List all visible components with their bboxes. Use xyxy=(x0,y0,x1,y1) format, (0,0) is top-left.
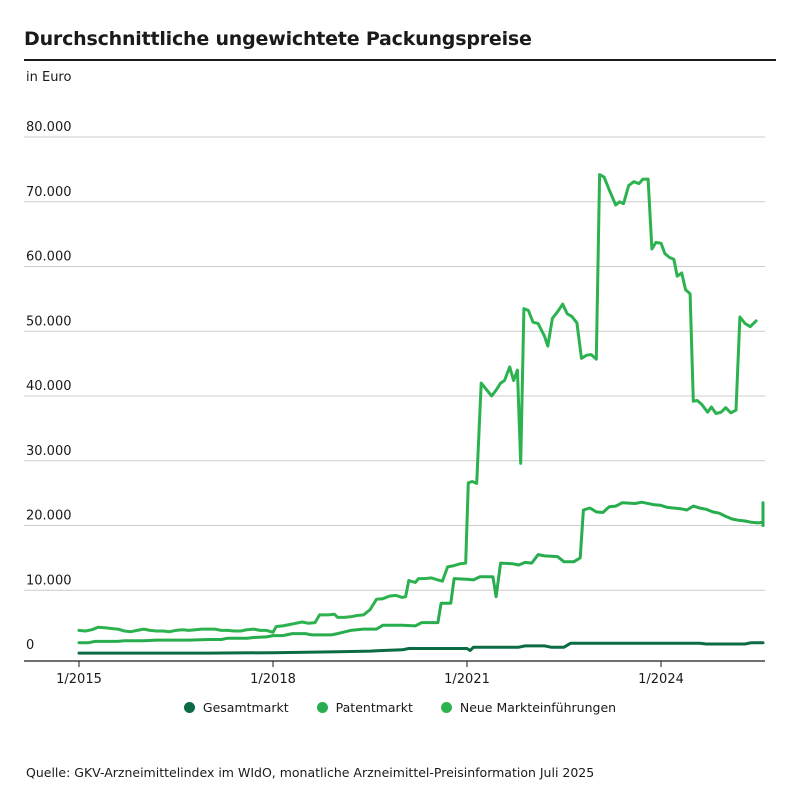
legend-dot-patentmarkt xyxy=(316,702,328,713)
y-axis-ticks: 0 10.000 20.000 30.000 40.000 50.000 60.000 70.… xyxy=(26,120,72,653)
y-tick-label: 10.000 xyxy=(26,573,72,588)
legend: Gesamtmarkt Patentmarkt Neue Markteinfüh… xyxy=(0,700,800,715)
y-tick-label: 20.000 xyxy=(26,509,72,524)
series-line-patentmarkt xyxy=(77,500,765,645)
legend-item-patentmarkt: Patentmarkt xyxy=(316,700,413,715)
legend-label-patentmarkt: Patentmarkt xyxy=(335,700,413,715)
legend-dot-neue-markteinfuehrungen xyxy=(440,702,452,713)
legend-item-neue-markteinfuehrungen: Neue Markteinführungen xyxy=(440,700,617,715)
y-tick-label: 50.000 xyxy=(26,314,72,329)
source-note: Quelle: GKV-Arzneimittelindex im WIdO, m… xyxy=(26,765,595,780)
series-lines xyxy=(77,173,765,655)
line-chart: 0 10.000 20.000 30.000 40.000 50.000 60.000 70.… xyxy=(24,120,765,687)
legend-item-gesamtmarkt: Gesamtmarkt xyxy=(183,700,289,715)
x-tick-label: 1/2015 xyxy=(56,672,102,687)
x-tick-label: 1/2021 xyxy=(444,672,490,687)
legend-label-neue-markteinfuehrungen: Neue Markteinführungen xyxy=(459,700,617,715)
y-tick-label: 40.000 xyxy=(26,379,72,394)
y-tick-label: 0 xyxy=(26,638,34,653)
y-tick-label: 70.000 xyxy=(26,185,72,200)
title-rule xyxy=(24,59,776,61)
legend-dot-gesamtmarkt xyxy=(183,702,195,713)
series-line-neue xyxy=(77,173,758,634)
grid-lines xyxy=(24,136,765,591)
series-line-gesamtmarkt xyxy=(77,641,765,655)
y-tick-label: 30.000 xyxy=(26,444,72,459)
unit-label: in Euro xyxy=(26,70,72,85)
legend-label-gesamtmarkt: Gesamtmarkt xyxy=(202,700,289,715)
x-tick-label: 1/2024 xyxy=(638,672,684,687)
y-tick-label: 60.000 xyxy=(26,250,72,265)
x-tick-label: 1/2018 xyxy=(250,672,296,687)
y-tick-label: 80.000 xyxy=(26,120,72,135)
chart-title: Durchschnittliche ungewichtete Packungsp… xyxy=(24,28,532,50)
x-axis-ticks: 1/2015 1/2018 1/2021 1/2024 xyxy=(56,661,684,687)
